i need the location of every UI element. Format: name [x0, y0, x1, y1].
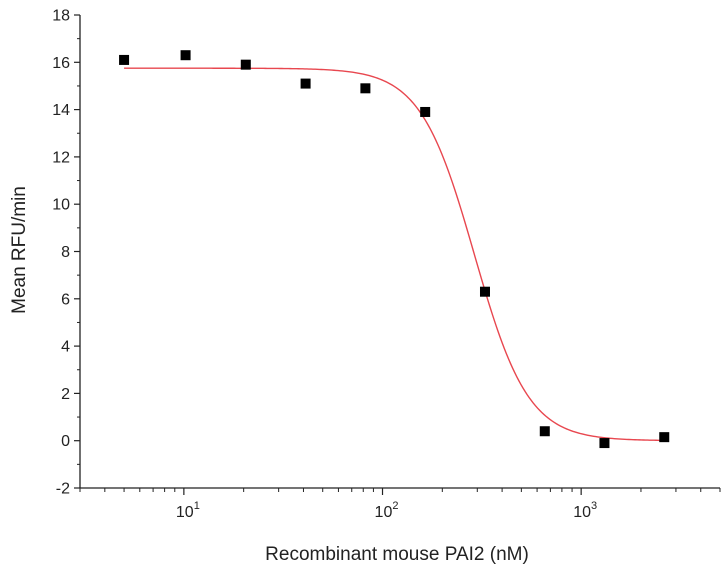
data-point	[240, 59, 251, 70]
data-points-layer	[119, 50, 670, 449]
y-tick-label: 10	[52, 197, 70, 214]
data-point	[300, 78, 311, 89]
data-point	[659, 432, 670, 443]
x-axis-title: Recombinant mouse PAI2 (nM)	[265, 544, 529, 565]
y-tick-label: 6	[61, 291, 70, 308]
axes: -2 0 2 4 6 8 10 12 14 16 18 101 102 103	[52, 8, 721, 521]
x-tick-label: 101	[176, 500, 200, 521]
data-point	[119, 54, 130, 65]
y-axis-title: Mean RFU/min	[9, 186, 30, 314]
y-tick-label: -2	[56, 481, 70, 498]
y-tick-label: 4	[61, 339, 70, 356]
data-point	[479, 286, 490, 297]
data-point	[420, 106, 431, 117]
data-point	[539, 426, 550, 437]
y-tick-label: 14	[52, 102, 70, 119]
x-tick-label: 102	[375, 500, 399, 521]
y-tick-label: 8	[61, 244, 70, 261]
data-point	[599, 438, 610, 449]
y-tick-label: 16	[52, 55, 70, 72]
data-point	[360, 83, 371, 94]
data-point	[180, 50, 191, 61]
fit-curve-layer	[124, 67, 665, 442]
y-tick-label: 0	[61, 433, 70, 450]
fit-curve	[124, 67, 665, 442]
y-tick-label: 18	[52, 8, 70, 25]
y-tick-label: 12	[52, 149, 70, 166]
x-tick-label: 103	[573, 500, 597, 521]
y-tick-label: 2	[61, 386, 70, 403]
